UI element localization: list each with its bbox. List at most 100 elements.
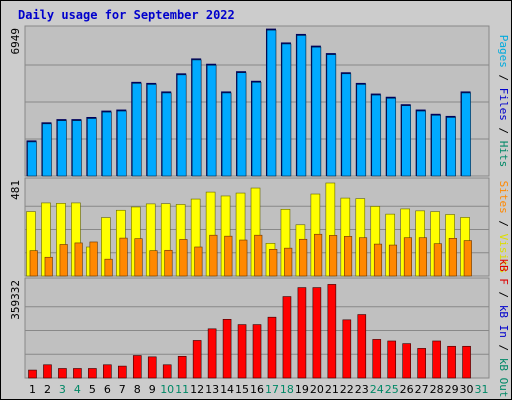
x-tick-label: 12 bbox=[190, 383, 204, 396]
bar-sites bbox=[284, 247, 293, 277]
bar-hits bbox=[281, 43, 292, 177]
bar-hits bbox=[401, 105, 411, 177]
x-tick-label: 3 bbox=[59, 383, 66, 396]
x-tick-label: 23 bbox=[355, 383, 369, 396]
legend-part: Pages bbox=[497, 35, 510, 68]
bar-sites bbox=[403, 237, 412, 277]
bar-sites bbox=[104, 258, 113, 277]
bar-hits bbox=[341, 73, 352, 177]
legend-part: Files bbox=[497, 88, 510, 121]
bar-sites bbox=[164, 249, 173, 277]
bar-hits bbox=[446, 117, 456, 177]
bar-sites bbox=[209, 234, 218, 277]
bar-kb bbox=[372, 339, 382, 379]
x-tick-label: 28 bbox=[430, 383, 444, 396]
bar-hits bbox=[27, 141, 37, 177]
x-tick-label: 25 bbox=[385, 383, 399, 396]
panel-hits: 6949 Pages / Files / Hits bbox=[9, 25, 510, 177]
bar-hits bbox=[386, 97, 397, 177]
bar-sites bbox=[254, 234, 263, 277]
x-tick-label: 7 bbox=[119, 383, 126, 396]
bar-kb bbox=[147, 356, 157, 379]
bar-kb bbox=[342, 319, 352, 379]
x-tick-label: 24 bbox=[370, 383, 384, 396]
bar-kb bbox=[207, 328, 217, 379]
legend-part: / bbox=[497, 338, 510, 358]
bar-hits bbox=[57, 120, 67, 177]
x-tick-label: 11 bbox=[175, 383, 189, 396]
x-tick-label: 31 bbox=[475, 383, 489, 396]
bar-kb bbox=[297, 287, 307, 379]
bar-kb bbox=[28, 369, 37, 379]
x-tick-label: 30 bbox=[460, 383, 474, 396]
legend-hits: Pages / Files / Hits bbox=[497, 35, 510, 168]
bar-hits bbox=[371, 94, 382, 177]
bar-kb bbox=[58, 368, 67, 379]
x-tick-label: 21 bbox=[325, 383, 339, 396]
x-tick-label: 27 bbox=[415, 383, 429, 396]
legend-visits: Sites / Visits bbox=[497, 181, 510, 274]
bar-hits bbox=[311, 46, 322, 177]
legend-part: Sites bbox=[497, 181, 510, 214]
legend-part: / bbox=[497, 68, 510, 88]
legend-part: Visits bbox=[497, 234, 510, 274]
x-tick-label: 14 bbox=[220, 383, 234, 396]
bar-kb bbox=[462, 345, 471, 379]
bar-hits bbox=[87, 118, 97, 177]
bar-kb bbox=[222, 319, 232, 379]
bar-sites bbox=[299, 238, 308, 277]
x-axis-labels: 1 2 3 4 5 6 7 8 9 10 11 12 13 14 15 16 17 18 19 20 21 22 23 24 2… bbox=[29, 383, 489, 396]
chart-title: Daily usage for September 2022 bbox=[18, 8, 235, 22]
bar-hits bbox=[431, 115, 441, 177]
x-tick-label: 15 bbox=[235, 383, 249, 396]
bar-hits bbox=[326, 54, 337, 177]
bar-kb bbox=[282, 296, 292, 379]
bar-hits bbox=[236, 72, 247, 177]
bar-kb bbox=[73, 368, 82, 379]
bar-kb bbox=[447, 345, 456, 379]
x-tick-label: 20 bbox=[310, 383, 324, 396]
legend-part: / bbox=[497, 285, 510, 305]
bar-sites bbox=[388, 244, 398, 277]
bar-sites bbox=[344, 236, 353, 277]
x-tick-label: 6 bbox=[104, 383, 111, 396]
x-tick-label: 19 bbox=[295, 383, 309, 396]
legend-part: / bbox=[497, 214, 510, 234]
bar-sites bbox=[89, 241, 98, 277]
bar-sites bbox=[269, 249, 278, 277]
legend-part: kB F bbox=[497, 258, 510, 285]
bar-hits bbox=[296, 35, 307, 177]
x-tick-label: 13 bbox=[205, 383, 219, 396]
y-max-label-visits: 481 bbox=[9, 180, 22, 200]
legend-part: kB In bbox=[497, 305, 510, 338]
bar-hits bbox=[176, 74, 187, 177]
bar-sites bbox=[119, 237, 128, 277]
bar-sites bbox=[329, 235, 338, 277]
bar-sites bbox=[418, 237, 427, 277]
bar-sites bbox=[149, 250, 158, 277]
x-tick-label: 26 bbox=[400, 383, 414, 396]
bar-kb bbox=[177, 356, 187, 379]
x-tick-label: 22 bbox=[340, 383, 354, 396]
x-tick-label: 16 bbox=[250, 383, 264, 396]
bar-kb bbox=[252, 324, 262, 379]
bar-hits bbox=[161, 92, 172, 177]
bar-kb bbox=[192, 340, 202, 379]
bar-sites bbox=[314, 233, 323, 277]
bar-kb bbox=[132, 355, 142, 379]
legend-part: / bbox=[497, 121, 510, 141]
y-max-label-hits: 6949 bbox=[9, 28, 22, 55]
legend-part: Hits bbox=[497, 141, 510, 168]
bar-kb bbox=[118, 365, 127, 379]
bar-kb bbox=[327, 284, 337, 379]
bar-hits bbox=[221, 92, 232, 177]
bar-kb bbox=[237, 324, 247, 379]
x-tick-label: 18 bbox=[280, 383, 294, 396]
x-tick-label: 9 bbox=[149, 383, 156, 396]
bar-sites bbox=[179, 239, 188, 277]
x-tick-label: 5 bbox=[89, 383, 96, 396]
panels-layer: 6949 Pages / Files / Hits 481 Sites / Visit… bbox=[9, 25, 510, 398]
bar-sites bbox=[29, 250, 38, 277]
bar-hits bbox=[146, 84, 157, 177]
